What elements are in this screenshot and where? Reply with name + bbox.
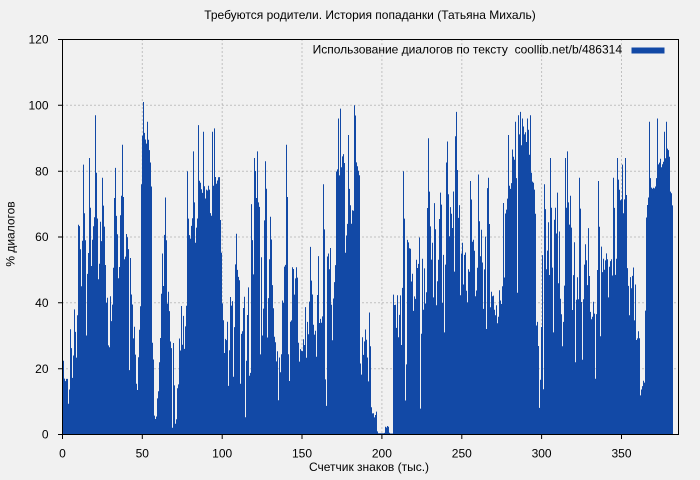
svg-text:350: 350 — [611, 447, 631, 461]
svg-text:150: 150 — [292, 447, 312, 461]
svg-text:50: 50 — [136, 447, 150, 461]
svg-text:60: 60 — [35, 230, 49, 244]
svg-text:100: 100 — [212, 447, 232, 461]
svg-text:250: 250 — [452, 447, 472, 461]
svg-text:40: 40 — [35, 296, 49, 310]
svg-text:80: 80 — [35, 164, 49, 178]
svg-text:100: 100 — [28, 99, 48, 113]
svg-text:Использование диалогов по текс: Использование диалогов по тексту coollib… — [313, 43, 623, 57]
svg-text:120: 120 — [28, 33, 48, 47]
svg-text:200: 200 — [372, 447, 392, 461]
svg-text:20: 20 — [35, 362, 49, 376]
svg-text:0: 0 — [59, 447, 66, 461]
svg-text:Требуются родители. История по: Требуются родители. История попаданки (Т… — [204, 8, 536, 22]
svg-text:% диалогов: % диалогов — [4, 201, 18, 266]
svg-text:300: 300 — [532, 447, 552, 461]
svg-text:Счетчик знаков (тыс.): Счетчик знаков (тыс.) — [309, 460, 429, 474]
svg-text:0: 0 — [42, 428, 49, 442]
